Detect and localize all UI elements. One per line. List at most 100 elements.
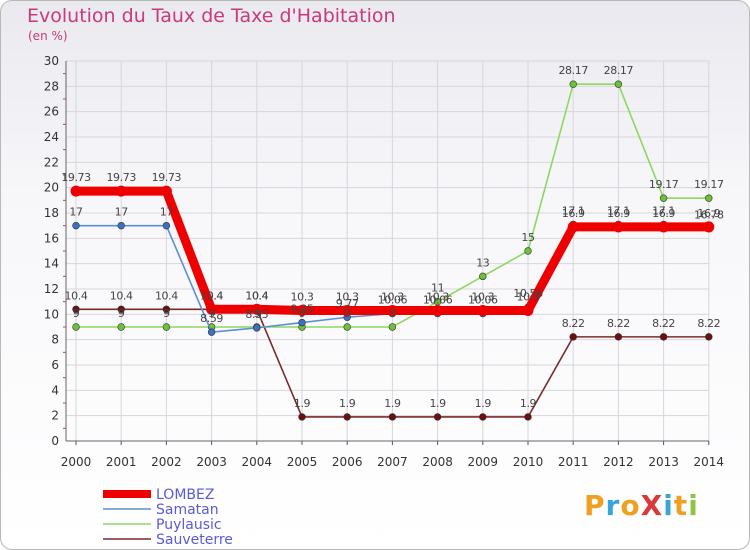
- data-point-samatan: [253, 324, 261, 332]
- y-tick-label: 30: [44, 54, 59, 68]
- legend-label-lombez: LOMBEZ: [156, 487, 214, 503]
- data-point-lombez: [160, 185, 172, 197]
- x-tick-label: 2008: [422, 455, 453, 469]
- data-point-lombez: [658, 221, 670, 233]
- data-label-samatan: 17: [160, 206, 174, 219]
- data-label-samatan: 16.78: [694, 208, 724, 221]
- data-label-puylausic: 28.17: [558, 64, 588, 77]
- x-tick-label: 2005: [287, 455, 318, 469]
- data-label-puylausic: 19.17: [694, 178, 724, 191]
- y-tick-label: 28: [44, 79, 59, 93]
- data-point-samatan: [117, 221, 125, 230]
- y-tick-label: 0: [51, 434, 59, 448]
- data-label-lombez: 10.3: [426, 291, 449, 304]
- data-label-samatan: 17.1: [562, 204, 585, 217]
- y-tick-label: 26: [44, 105, 59, 119]
- data-point-lombez: [296, 305, 308, 317]
- data-point-lombez: [251, 303, 263, 315]
- x-tick-label: 2001: [106, 455, 137, 469]
- data-label-lombez: 10.3: [381, 291, 404, 304]
- x-tick-label: 2006: [332, 455, 363, 469]
- data-label-sauveterre: 1.9: [475, 397, 492, 410]
- data-label-lombez: 16.9: [652, 207, 675, 220]
- data-point-sauveterre: [705, 333, 713, 341]
- data-label-sauveterre: 8.22: [697, 317, 720, 330]
- y-axis-unit-label: (en %): [28, 29, 68, 43]
- data-point-sauveterre: [479, 413, 487, 421]
- data-label-sauveterre: 8.22: [562, 317, 585, 330]
- data-label-puylausic: 9: [208, 307, 215, 320]
- data-point-samatan: [162, 221, 171, 230]
- y-tick-label: 14: [44, 257, 59, 271]
- x-tick-label: 2014: [694, 455, 725, 469]
- data-point-samatan: [298, 318, 306, 327]
- data-label-sauveterre: 10.4: [245, 289, 268, 302]
- y-tick-label: 10: [44, 307, 59, 321]
- data-point-sauveterre: [614, 333, 623, 341]
- x-tick-label: 2012: [603, 455, 634, 469]
- data-label-puylausic: 9: [118, 307, 125, 320]
- data-label-samatan: 17: [115, 206, 129, 219]
- x-tick-label: 2004: [242, 455, 273, 469]
- data-label-puylausic: 13: [476, 256, 490, 269]
- data-point-sauveterre: [388, 413, 397, 421]
- data-point-sauveterre: [343, 413, 351, 421]
- data-label-sauveterre: 10.4: [65, 289, 88, 302]
- data-point-puylausic: [162, 323, 171, 331]
- data-point-lombez: [432, 305, 444, 317]
- data-label-puylausic: 9: [163, 307, 170, 320]
- data-label-samatan: 10.06: [468, 294, 498, 307]
- data-point-sauveterre: [72, 305, 80, 313]
- chart-title: Evolution du Taux de Taxe d'Habitation: [27, 5, 396, 27]
- data-point-puylausic: [524, 247, 532, 255]
- data-label-lombez: 19.73: [106, 171, 136, 184]
- data-point-puylausic: [705, 194, 713, 202]
- data-point-lombez: [70, 185, 82, 197]
- data-label-lombez: 16.9: [697, 207, 720, 220]
- data-label-lombez: 19.73: [152, 171, 182, 184]
- data-label-samatan: 17.1: [652, 204, 675, 217]
- data-label-samatan: 17: [69, 206, 83, 219]
- data-label-puylausic: 28.17: [604, 64, 634, 77]
- y-tick-label: 16: [44, 231, 59, 245]
- data-label-sauveterre: 1.9: [294, 397, 311, 410]
- data-label-sauveterre: 8.22: [652, 317, 675, 330]
- x-tick-label: 2011: [558, 455, 589, 469]
- data-point-lombez: [206, 303, 218, 315]
- data-label-lombez: 16.9: [562, 207, 585, 220]
- data-label-samatan: 17.1: [607, 204, 630, 217]
- y-tick-label: 6: [51, 358, 59, 372]
- data-point-lombez: [386, 305, 398, 317]
- y-tick-label: 4: [51, 383, 59, 397]
- data-point-puylausic: [659, 194, 668, 202]
- data-point-puylausic: [479, 272, 487, 281]
- data-point-samatan: [207, 328, 216, 336]
- x-tick-label: 2003: [196, 455, 227, 469]
- proxiti-logo: ProXiti: [584, 489, 699, 522]
- y-tick-label: 2: [51, 409, 59, 423]
- x-tick-label: 2007: [377, 455, 408, 469]
- data-point-lombez: [703, 221, 715, 233]
- data-point-lombez: [341, 305, 353, 317]
- x-tick-label: 2010: [513, 455, 544, 469]
- data-label-sauveterre: 1.9: [429, 397, 446, 410]
- data-label-lombez: 19.73: [61, 171, 91, 184]
- data-label-puylausic: 9: [73, 307, 80, 320]
- data-label-puylausic: 19.17: [649, 178, 679, 191]
- data-point-sauveterre: [298, 413, 306, 421]
- data-point-sauveterre: [569, 333, 577, 341]
- data-point-lombez: [612, 221, 624, 233]
- data-label-lombez: 16.9: [607, 207, 630, 220]
- data-point-sauveterre: [524, 413, 532, 421]
- data-point-lombez: [115, 185, 127, 197]
- data-label-samatan: 10.06: [378, 294, 408, 307]
- data-label-puylausic: 9: [253, 307, 260, 320]
- data-point-puylausic: [117, 323, 125, 331]
- y-tick-label: 20: [44, 181, 59, 195]
- data-label-samatan: 10.06: [423, 294, 453, 307]
- data-label-samatan: 8.93: [245, 308, 268, 321]
- data-label-puylausic: 9: [299, 307, 306, 320]
- data-point-puylausic: [343, 323, 351, 331]
